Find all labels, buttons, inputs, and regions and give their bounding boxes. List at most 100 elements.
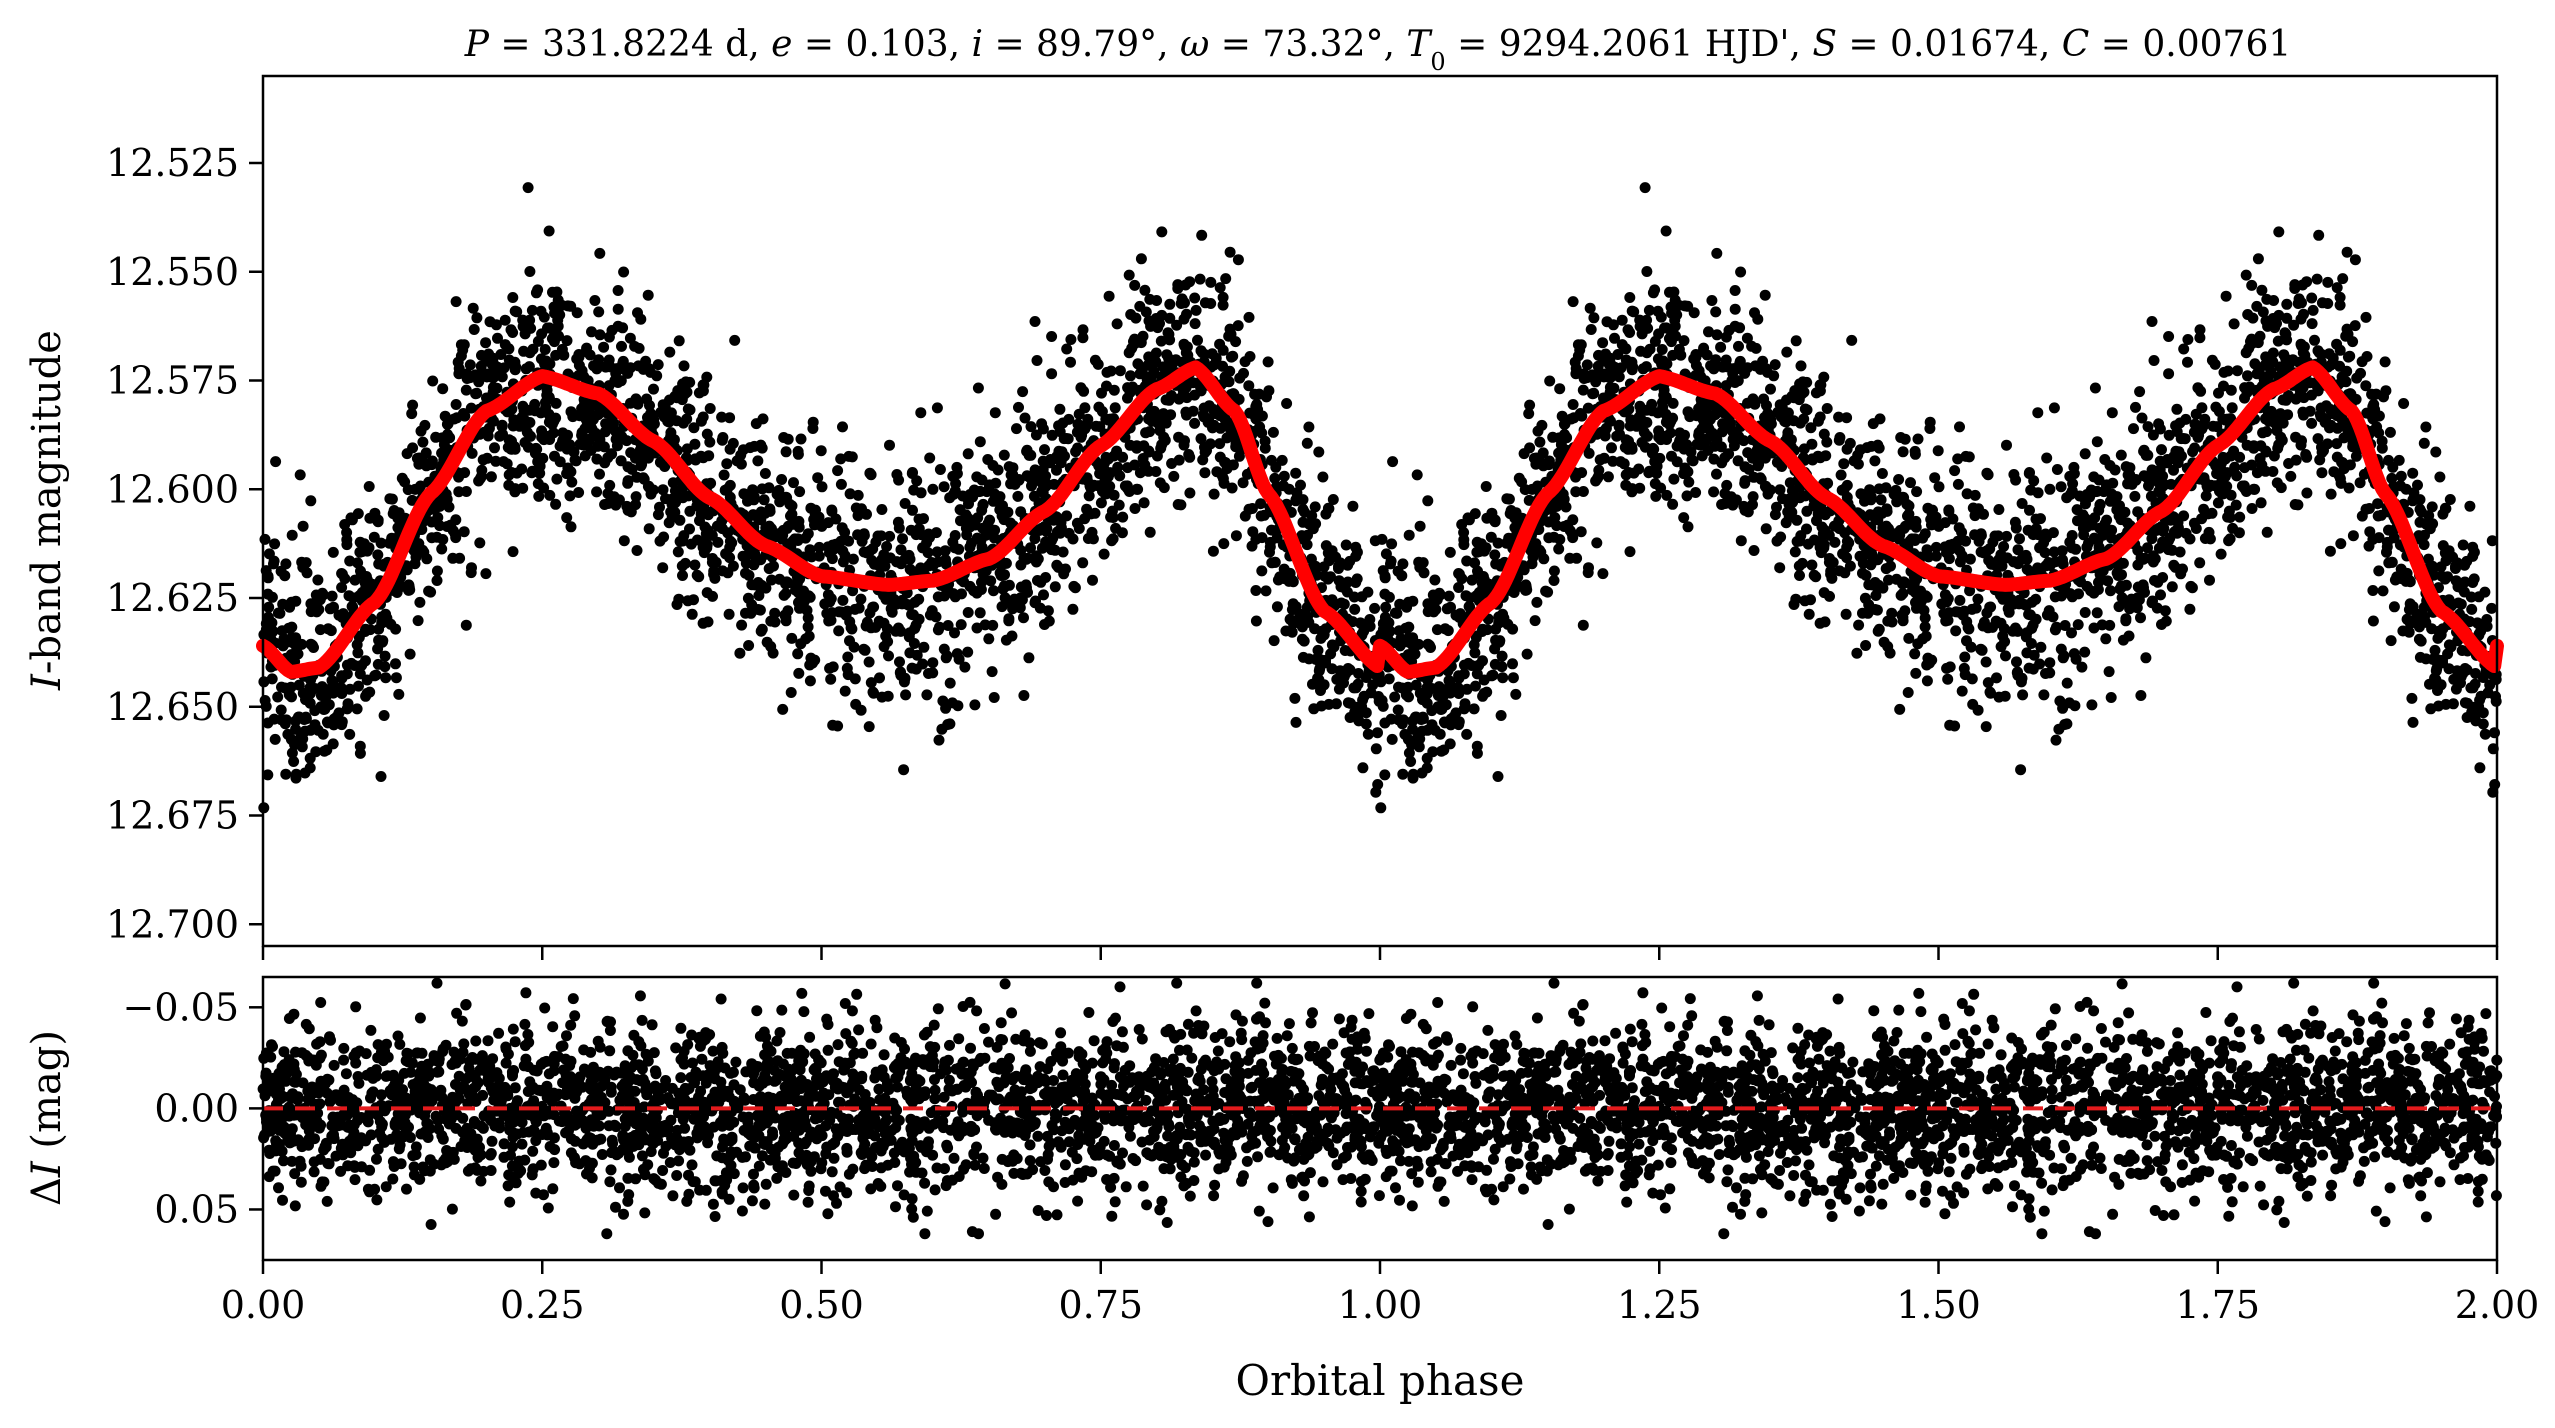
data-point bbox=[998, 449, 1010, 461]
data-point bbox=[532, 478, 544, 490]
data-point bbox=[314, 624, 326, 636]
data-point bbox=[2226, 402, 2238, 414]
data-point bbox=[450, 296, 462, 308]
data-point bbox=[2268, 295, 2280, 306]
data-point bbox=[1462, 512, 1474, 524]
data-point bbox=[1637, 363, 1649, 375]
data-point bbox=[1422, 606, 1434, 618]
data-point bbox=[1177, 383, 1189, 395]
data-point bbox=[431, 575, 443, 586]
data-point bbox=[430, 431, 442, 443]
data-point bbox=[1883, 523, 1894, 535]
data-point bbox=[2388, 601, 2400, 613]
data-point bbox=[1031, 355, 1043, 366]
data-point bbox=[2001, 530, 2013, 542]
data-point bbox=[1742, 447, 1754, 459]
data-point bbox=[723, 608, 735, 620]
data-point bbox=[2163, 331, 2175, 342]
data-point bbox=[1598, 452, 1610, 464]
data-point bbox=[1403, 691, 1414, 703]
data-point bbox=[2039, 547, 2051, 559]
data-point bbox=[2178, 343, 2190, 355]
data-point bbox=[660, 493, 671, 505]
light-curve-points bbox=[258, 182, 2502, 814]
data-point bbox=[1939, 517, 1951, 529]
data-point bbox=[2397, 625, 2409, 637]
data-point bbox=[1424, 639, 1435, 651]
data-point bbox=[1554, 383, 1566, 395]
data-point bbox=[1897, 446, 1909, 458]
data-point bbox=[1114, 470, 1126, 482]
data-point bbox=[1125, 309, 1137, 320]
data-point bbox=[1769, 359, 1781, 371]
data-point bbox=[1784, 477, 1796, 489]
data-point bbox=[1179, 297, 1190, 309]
data-point bbox=[1021, 445, 1033, 457]
data-point bbox=[2429, 644, 2441, 656]
data-point bbox=[2316, 467, 2328, 479]
data-point bbox=[1433, 681, 1445, 693]
data-point bbox=[2467, 541, 2479, 553]
data-point bbox=[2012, 544, 2024, 556]
data-point bbox=[1492, 771, 1504, 782]
data-point bbox=[822, 589, 834, 601]
data-point bbox=[1278, 470, 1290, 482]
data-point bbox=[621, 435, 633, 447]
data-point bbox=[1760, 523, 1772, 535]
data-point bbox=[1540, 585, 1552, 597]
data-point bbox=[1208, 488, 1220, 500]
data-point bbox=[2337, 273, 2349, 285]
data-point bbox=[967, 491, 979, 503]
data-point bbox=[2130, 401, 2141, 413]
data-point bbox=[2120, 613, 2132, 625]
data-point bbox=[1316, 625, 1328, 637]
data-point bbox=[1952, 478, 1964, 490]
data-point bbox=[1577, 384, 1589, 396]
data-point bbox=[1597, 568, 1609, 580]
data-point bbox=[1429, 574, 1441, 586]
data-point bbox=[971, 587, 983, 599]
data-point bbox=[294, 469, 306, 481]
data-point bbox=[2431, 663, 2443, 675]
data-point bbox=[2315, 411, 2327, 423]
data-point bbox=[286, 529, 298, 541]
data-point bbox=[484, 316, 496, 328]
data-point bbox=[359, 577, 371, 589]
data-point bbox=[2246, 279, 2258, 291]
data-point bbox=[2334, 299, 2346, 311]
data-point bbox=[1134, 300, 1146, 312]
data-point bbox=[441, 521, 453, 532]
data-point bbox=[460, 486, 472, 497]
data-point bbox=[268, 555, 280, 567]
data-point bbox=[1022, 586, 1033, 598]
data-point bbox=[573, 359, 585, 371]
data-point bbox=[2267, 356, 2279, 368]
data-point bbox=[1799, 403, 1811, 415]
data-point bbox=[842, 651, 854, 663]
data-point bbox=[2044, 483, 2056, 495]
data-point bbox=[1583, 447, 1595, 459]
data-point bbox=[1401, 601, 1413, 613]
data-point bbox=[1898, 492, 1910, 504]
data-point bbox=[776, 474, 788, 485]
data-point bbox=[328, 719, 340, 731]
data-point bbox=[1496, 650, 1508, 662]
data-point bbox=[1445, 719, 1457, 731]
data-point bbox=[1738, 435, 1750, 447]
data-point bbox=[2271, 477, 2283, 489]
data-point bbox=[591, 486, 603, 498]
data-point bbox=[2344, 350, 2356, 362]
data-point bbox=[940, 554, 951, 566]
data-point bbox=[1993, 504, 2005, 515]
data-point bbox=[503, 343, 515, 355]
data-point bbox=[1860, 569, 1872, 581]
data-point bbox=[2008, 469, 2020, 480]
data-point bbox=[1325, 571, 1336, 583]
data-point bbox=[1960, 535, 1972, 547]
data-point bbox=[1748, 545, 1760, 556]
data-point bbox=[896, 594, 908, 606]
data-point bbox=[2079, 646, 2091, 658]
data-point bbox=[942, 620, 954, 631]
data-point bbox=[1652, 407, 1664, 419]
